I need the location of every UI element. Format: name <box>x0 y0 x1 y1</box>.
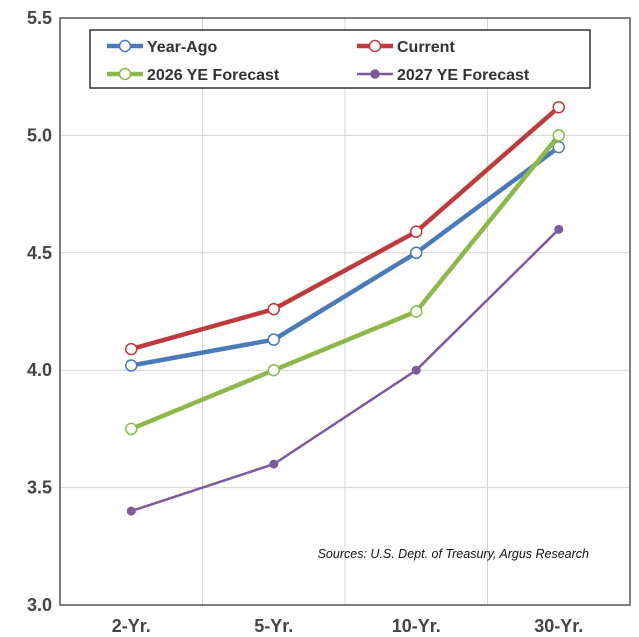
series-line <box>130 228 560 513</box>
x-tick-label: 30-Yr. <box>534 616 583 636</box>
series-line <box>129 133 561 432</box>
data-point <box>552 129 565 142</box>
data-point <box>267 302 280 316</box>
legend-marker <box>368 39 382 53</box>
y-tick-label: 3.0 <box>27 595 52 615</box>
legend-label: 2026 YE Forecast <box>147 67 280 84</box>
data-point <box>125 359 138 372</box>
data-point <box>126 506 136 516</box>
data-point <box>410 246 423 260</box>
legend-label: 2027 YE Forecast <box>397 67 530 84</box>
data-point <box>267 363 280 377</box>
series-year-ago <box>125 140 565 372</box>
data-point <box>267 333 280 346</box>
grid <box>60 18 630 605</box>
y-tick-label: 4.0 <box>27 360 52 380</box>
y-tick-label: 5.0 <box>27 125 52 145</box>
y-tick-label: 3.5 <box>27 478 52 498</box>
legend-item: Current <box>357 39 455 56</box>
legend-label: Year-Ago <box>147 39 217 56</box>
legend: Year-Ago Current 2026 YE Forecast 2027 YE F… <box>89 29 591 89</box>
series-2027-ye-forecast <box>126 224 564 516</box>
series-current <box>125 100 565 356</box>
y-axis: 3.0 3.5 4.0 4.5 5.0 5.5 <box>27 8 52 615</box>
data-point <box>411 365 421 375</box>
series-line <box>129 144 561 368</box>
data-point <box>269 459 279 469</box>
series-group <box>125 100 565 516</box>
source-note: Sources: U.S. Dept. of Treasury, Argus R… <box>318 547 589 561</box>
data-point <box>554 224 564 234</box>
plot-area-border <box>59 17 631 606</box>
x-axis: 2-Yr. 5-Yr. 10-Yr. 30-Yr. <box>112 616 584 636</box>
data-point <box>410 225 423 238</box>
y-tick-label: 5.5 <box>27 8 52 28</box>
legend-marker <box>118 39 132 53</box>
x-tick-label: 10-Yr. <box>392 616 441 636</box>
legend-marker <box>118 67 132 81</box>
legend-box <box>89 29 591 89</box>
data-point <box>125 342 138 356</box>
x-tick-label: 5-Yr. <box>254 616 293 636</box>
legend-item: 2027 YE Forecast <box>357 67 530 84</box>
legend-item: Year-Ago <box>107 39 217 56</box>
series-2026-ye-forecast <box>125 129 565 436</box>
data-point <box>125 422 138 436</box>
legend-marker <box>370 69 380 79</box>
legend-label: Current <box>397 39 455 56</box>
legend-item: 2026 YE Forecast <box>107 67 280 84</box>
series-line <box>129 104 561 352</box>
data-point <box>552 100 565 114</box>
y-tick-label: 4.5 <box>27 243 52 263</box>
x-tick-label: 2-Yr. <box>112 616 151 636</box>
data-point <box>410 305 423 318</box>
